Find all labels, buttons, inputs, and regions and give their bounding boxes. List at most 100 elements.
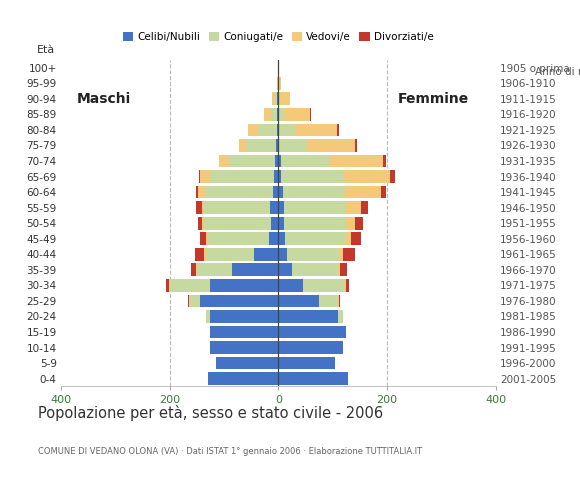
Bar <box>204 201 270 214</box>
Bar <box>354 139 357 152</box>
Text: Età: Età <box>37 45 55 55</box>
Bar <box>229 155 275 168</box>
Text: Maschi: Maschi <box>77 92 132 106</box>
Bar <box>195 264 197 276</box>
Bar <box>383 155 386 168</box>
Bar <box>319 295 338 307</box>
Bar <box>280 93 290 105</box>
Bar <box>278 139 280 152</box>
Bar <box>197 264 232 276</box>
Bar <box>338 264 340 276</box>
Bar <box>339 248 343 261</box>
Bar <box>338 295 339 307</box>
Bar <box>200 232 205 245</box>
Bar <box>292 264 338 276</box>
Bar <box>278 170 281 183</box>
Text: COMUNE DI VEDANO OLONA (VA) · Dati ISTAT 1° gennaio 2006 · Elaborazione TUTTITAL: COMUNE DI VEDANO OLONA (VA) · Dati ISTAT… <box>38 446 422 456</box>
Legend: Celibi/Nubili, Coniugati/e, Vedovi/e, Divorziati/e: Celibi/Nubili, Coniugati/e, Vedovi/e, Di… <box>119 28 438 46</box>
Bar <box>303 279 344 292</box>
Bar <box>191 264 195 276</box>
Text: Popolazione per età, sesso e stato civile - 2006: Popolazione per età, sesso e stato civil… <box>38 405 383 420</box>
Bar <box>278 372 348 385</box>
Bar <box>339 295 340 307</box>
Bar <box>211 279 278 292</box>
Bar <box>277 108 278 121</box>
Bar <box>390 170 396 183</box>
Bar <box>239 139 246 152</box>
Bar <box>204 217 271 229</box>
Bar <box>278 248 287 261</box>
Bar <box>346 201 361 214</box>
Bar <box>338 310 343 323</box>
Bar <box>307 139 354 152</box>
Bar <box>216 357 278 370</box>
Bar <box>211 325 278 338</box>
Bar <box>310 108 311 121</box>
Bar <box>195 248 204 261</box>
Bar <box>273 93 275 105</box>
Bar <box>187 295 188 307</box>
Bar <box>337 123 339 136</box>
Bar <box>200 170 210 183</box>
Bar <box>271 217 278 229</box>
Bar <box>202 217 204 229</box>
Bar <box>246 139 276 152</box>
Bar <box>169 279 211 292</box>
Bar <box>264 108 271 121</box>
Bar <box>273 186 278 199</box>
Bar <box>278 77 281 90</box>
Bar <box>278 201 284 214</box>
Bar <box>278 325 346 338</box>
Bar <box>277 77 278 90</box>
Bar <box>280 108 284 121</box>
Bar <box>206 248 254 261</box>
Bar <box>211 310 278 323</box>
Bar <box>344 279 346 292</box>
Bar <box>281 170 343 183</box>
Bar <box>279 93 280 105</box>
Bar <box>284 108 310 121</box>
Bar <box>340 264 347 276</box>
Bar <box>188 295 200 307</box>
Bar <box>278 232 285 245</box>
Bar <box>346 232 351 245</box>
Bar <box>254 248 278 261</box>
Bar <box>346 279 349 292</box>
Bar <box>205 186 273 199</box>
Text: Femmine: Femmine <box>398 92 469 106</box>
Text: Anno di nascita: Anno di nascita <box>535 67 580 76</box>
Bar <box>278 357 335 370</box>
Bar <box>283 186 345 199</box>
Bar <box>205 232 208 245</box>
Bar <box>196 201 202 214</box>
Bar <box>329 155 383 168</box>
Bar <box>269 232 278 245</box>
Bar <box>277 93 278 105</box>
Bar <box>343 170 390 183</box>
Bar <box>278 310 338 323</box>
Bar <box>204 248 206 261</box>
Bar <box>285 232 346 245</box>
Bar <box>295 123 337 136</box>
Bar <box>275 155 278 168</box>
Bar <box>287 248 339 261</box>
Bar <box>232 264 278 276</box>
Bar <box>278 123 280 136</box>
Bar <box>166 279 169 292</box>
Bar <box>280 123 295 136</box>
Bar <box>200 295 278 307</box>
Bar <box>278 264 292 276</box>
Bar <box>211 341 278 354</box>
Bar <box>346 217 355 229</box>
Bar <box>284 217 346 229</box>
Bar <box>345 186 380 199</box>
Bar <box>219 155 229 168</box>
Bar <box>258 123 277 136</box>
Bar <box>361 201 368 214</box>
Bar <box>278 279 303 292</box>
Bar <box>271 108 277 121</box>
Bar <box>208 372 278 385</box>
Bar <box>275 93 277 105</box>
Bar <box>380 186 386 199</box>
Bar <box>195 186 198 199</box>
